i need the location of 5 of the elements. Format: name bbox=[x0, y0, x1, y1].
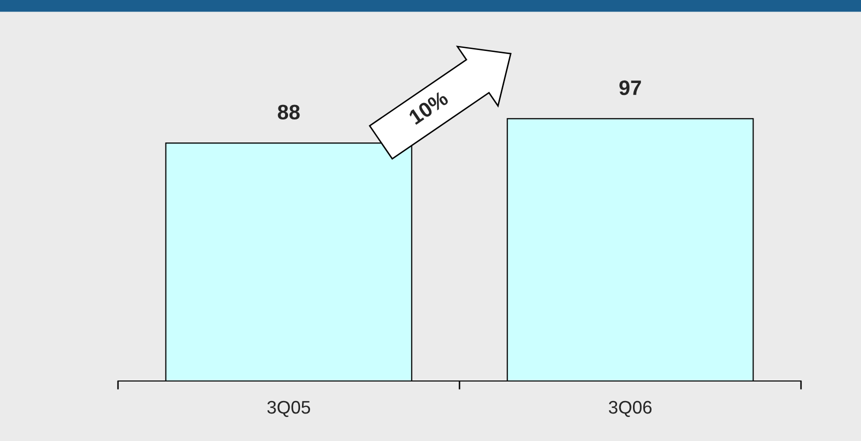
data-label: 97 bbox=[619, 80, 641, 96]
data-label: 88 bbox=[278, 104, 300, 120]
x-tick-label: 3Q06 bbox=[608, 400, 652, 417]
x-tick-label: 3Q05 bbox=[267, 400, 310, 417]
annotation: 10% bbox=[408, 90, 450, 125]
